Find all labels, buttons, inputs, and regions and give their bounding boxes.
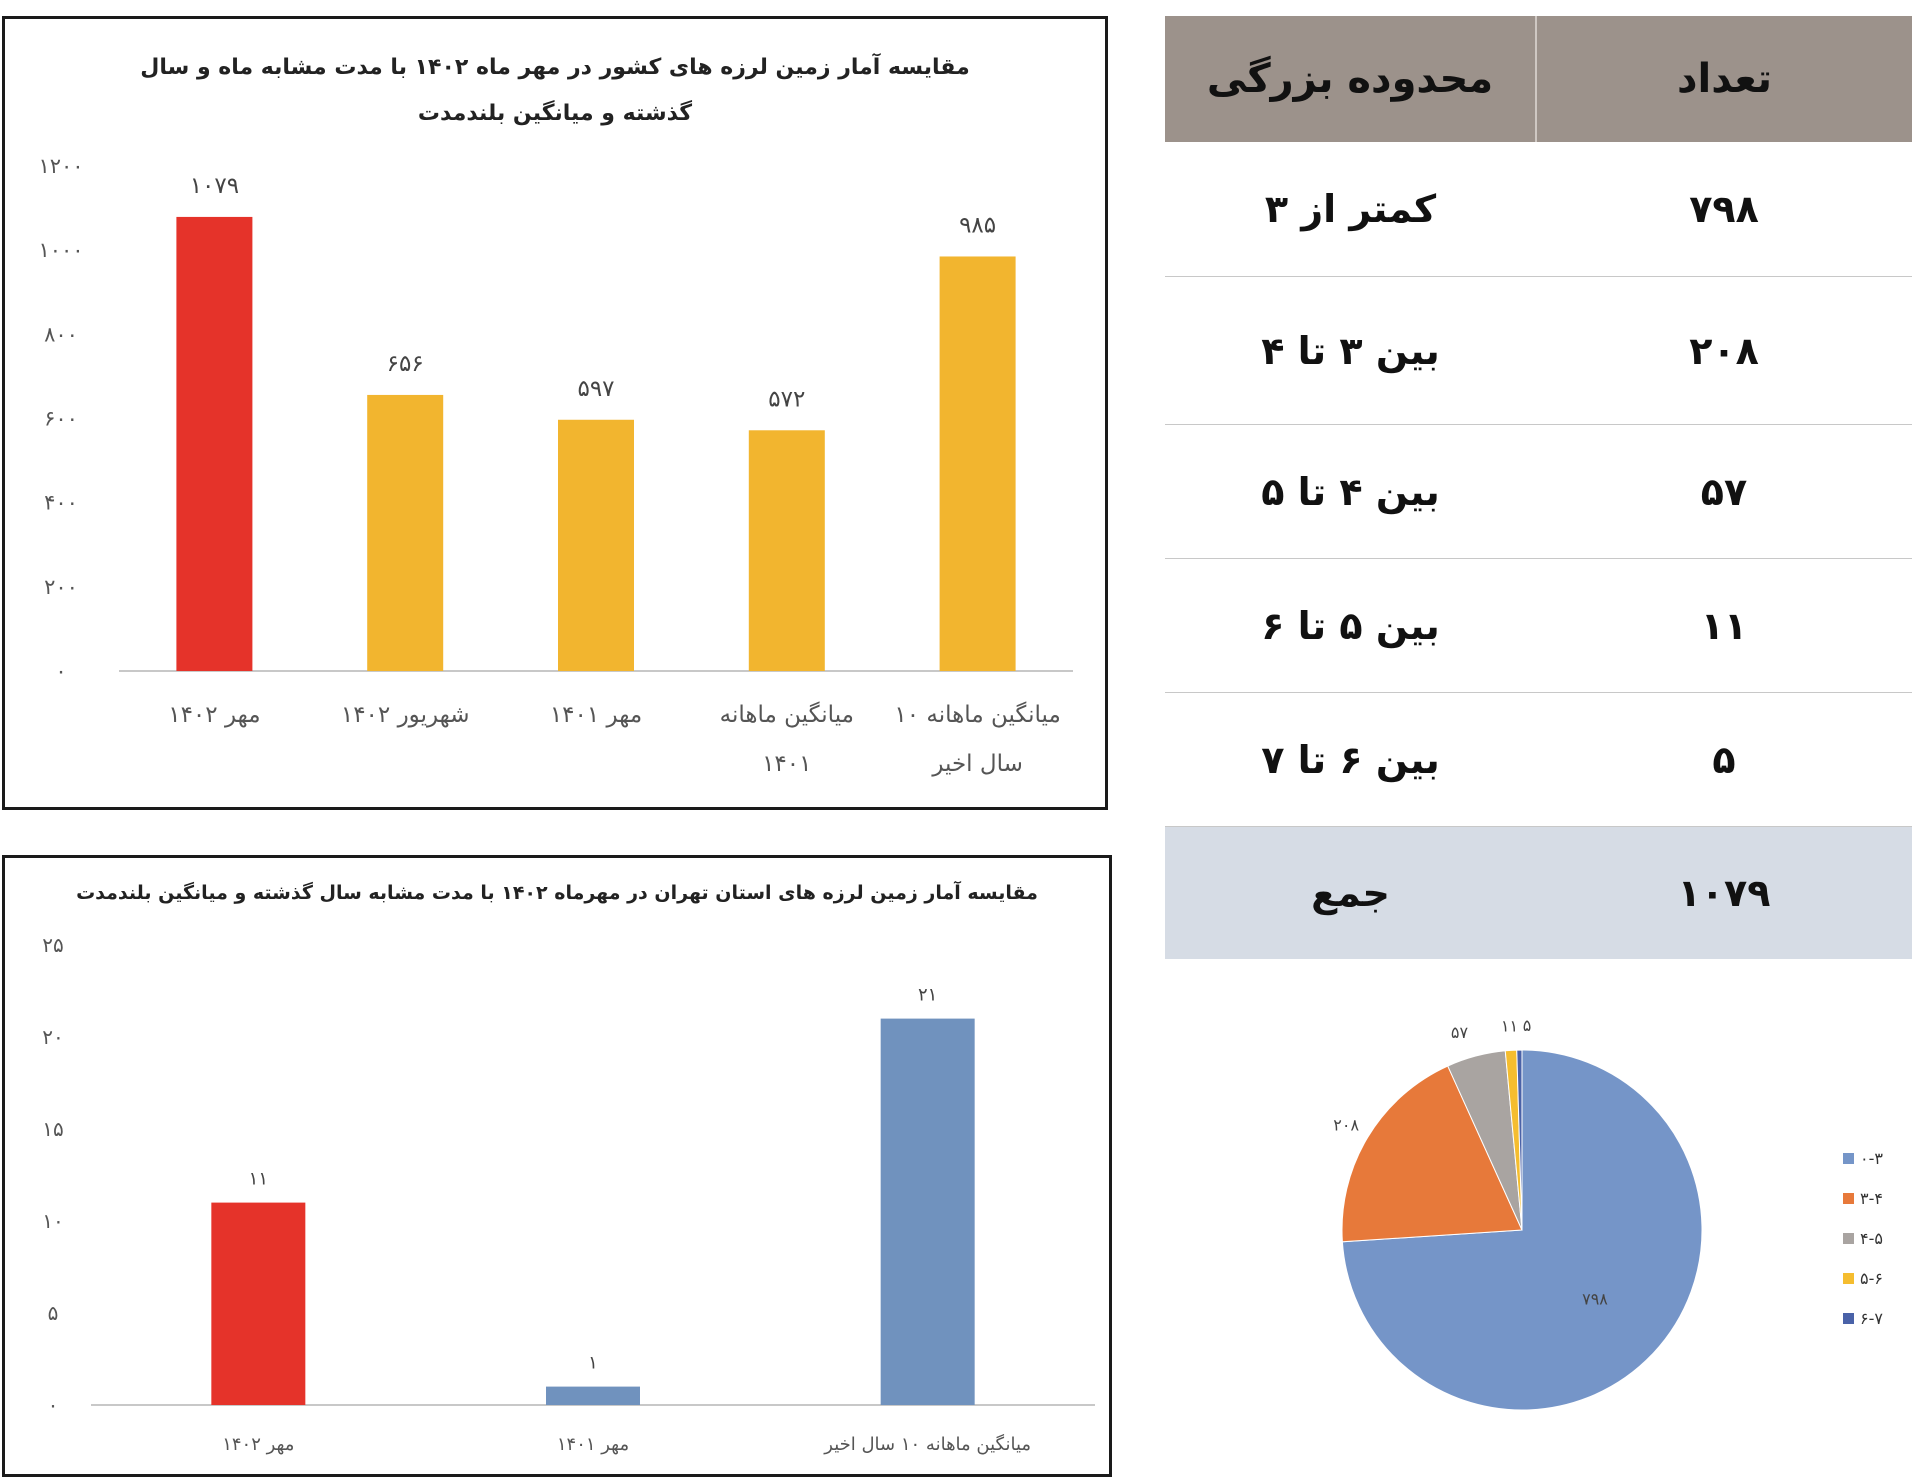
slice-label: ۵ [1523, 1016, 1532, 1035]
data-label: ۱۰۷۹ [190, 173, 239, 199]
slice-label: ۲۰۸ [1333, 1116, 1359, 1135]
table-row: ۵ بین ۶ تا ۷ [1165, 692, 1912, 827]
legend-label: ۵-۶ [1860, 1268, 1883, 1288]
y-tick-label: ۴۰۰ [44, 491, 78, 515]
table-total-row: ۱۰۷۹ جمع [1165, 826, 1912, 959]
total-count-cell: ۱۰۷۹ [1536, 826, 1912, 959]
table-row: ۷۹۸ کمتر از ۳ [1165, 142, 1912, 277]
x-tick-label: مهر ۱۴۰۱ [550, 702, 642, 728]
y-tick-label: ۱۰۰۰ [38, 238, 83, 262]
legend-swatch [1843, 1312, 1854, 1324]
y-tick-label: ۱۵ [42, 1117, 63, 1141]
y-tick-label: ۲۵ [42, 933, 63, 957]
bar [211, 1202, 306, 1405]
legend-label: ۶-۷ [1860, 1308, 1883, 1328]
data-label: ۹۸۵ [959, 212, 996, 238]
legend-item: ۵-۶ [1843, 1258, 1883, 1298]
y-tick-label: ۰ [55, 659, 66, 683]
bar-chart-svg: ۰ ۲۰۰ ۴۰۰ ۶۰۰ ۸۰۰ ۱۰۰۰ ۱۲۰۰ ۱۰۷۹ مهر ۱۴۰۲ ۶۵۶ شهری… [38, 154, 1073, 777]
pie-legend: ۰-۳ ۳-۴ ۴-۵ ۵-۶ ۶-۷ [1843, 1138, 1883, 1338]
count-cell: ۵۷ [1536, 424, 1912, 559]
header-count: تعداد [1536, 16, 1912, 142]
y-tick-label: ۲۰۰ [44, 575, 78, 599]
count-cell: ۱۱ [1536, 558, 1912, 693]
bar [880, 1018, 975, 1405]
legend-item: ۴-۵ [1843, 1218, 1883, 1258]
x-tick-label: شهریور ۱۴۰۲ [341, 702, 470, 728]
x-tick-label: میانگین ماهانه [720, 701, 854, 728]
legend-label: ۳-۴ [1860, 1188, 1883, 1208]
slice-label: ۵۷ [1451, 1023, 1469, 1042]
data-label: ۱۱ [249, 1169, 268, 1190]
bar [558, 419, 634, 671]
data-label: ۵۹۷ [577, 376, 614, 402]
x-tick-label: میانگین ماهانه ۱۰ [894, 701, 1060, 728]
bar [939, 256, 1016, 671]
x-tick-label: سال اخیر [931, 751, 1023, 777]
header-range: محدوده بزرگی [1165, 16, 1537, 142]
count-cell: ۵ [1536, 692, 1912, 827]
national-earthquakes-chart: مقایسه آمار زمین لرزه های کشور در مهر ما… [2, 16, 1108, 810]
y-tick-label: ۱۰ [42, 1209, 63, 1233]
table-row: ۵۷ بین ۴ تا ۵ [1165, 424, 1912, 559]
data-label: ۶۵۶ [387, 351, 424, 377]
bar [546, 1386, 640, 1405]
bar [748, 430, 825, 671]
legend-item: ۰-۳ [1843, 1138, 1883, 1178]
count-cell: ۷۹۸ [1536, 142, 1912, 277]
table-row: ۲۰۸ بین ۳ تا ۴ [1165, 276, 1912, 425]
data-label: ۲۱ [918, 985, 937, 1006]
legend-swatch [1843, 1232, 1854, 1244]
legend-swatch [1843, 1192, 1854, 1204]
x-tick-label: مهر ۱۴۰۲ [168, 702, 260, 728]
legend-label: ۰-۳ [1860, 1148, 1883, 1168]
x-tick-label: مهر ۱۴۰۱ [557, 1434, 629, 1455]
pie-slice [1341, 1065, 1523, 1243]
y-tick-label: ۸۰۰ [44, 322, 78, 346]
slice-label: ۷۹۸ [1582, 1289, 1608, 1308]
y-tick-label: ۶۰۰ [44, 407, 78, 431]
table-header-row: تعداد محدوده بزرگی [1165, 16, 1912, 142]
magnitude-pie-chart: ۷۹۸ ۲۰۸ ۵۷ ۱۱ ۵ [1300, 1000, 1920, 1440]
x-tick-label: ۱۴۰۱ [762, 751, 811, 777]
legend-label: ۴-۵ [1860, 1228, 1883, 1248]
range-cell: بین ۶ تا ۷ [1165, 692, 1536, 827]
pie-chart-svg: ۷۹۸ ۲۰۸ ۵۷ ۱۱ ۵ [1333, 1016, 1703, 1411]
data-label: ۵۷۲ [768, 386, 805, 412]
tehran-earthquakes-chart: مقایسه آمار زمین لرزه های استان تهران در… [2, 855, 1112, 1477]
table-row: ۱۱ بین ۵ تا ۶ [1165, 558, 1912, 693]
chart-title: مقایسه آمار زمین لرزه های استان تهران در… [76, 882, 1038, 904]
slice-label: ۱۱ [1501, 1016, 1518, 1035]
count-cell: ۲۰۸ [1536, 276, 1912, 425]
legend-swatch [1843, 1272, 1854, 1284]
bar [176, 216, 253, 671]
x-tick-label: میانگین ماهانه ۱۰ سال اخیر [823, 1433, 1031, 1455]
total-label-cell: جمع [1165, 826, 1536, 959]
chart-title: مقایسه آمار زمین لرزه های کشور در مهر ما… [140, 55, 970, 126]
legend-item: ۶-۷ [1843, 1298, 1883, 1338]
range-cell: کمتر از ۳ [1165, 142, 1536, 277]
legend-swatch [1843, 1152, 1854, 1164]
y-tick-label: ۲۰ [42, 1025, 63, 1049]
data-label: ۱ [588, 1353, 598, 1374]
y-tick-label: ۰ [48, 1393, 59, 1417]
range-cell: بین ۵ تا ۶ [1165, 558, 1536, 693]
range-cell: بین ۴ تا ۵ [1165, 424, 1536, 559]
bar-chart-svg: ۰ ۵ ۱۰ ۱۵ ۲۰ ۲۵ ۱۱ مهر ۱۴۰۲ ۱ مهر ۱۴۰۱ ۲۱ میانگین م… [42, 933, 1095, 1455]
y-tick-label: ۱۲۰۰ [38, 154, 83, 178]
pie-slice [1516, 1049, 1523, 1231]
magnitude-table: تعداد محدوده بزرگی ۷۹۸ کمتر از ۳ ۲۰۸ بین… [1165, 16, 1912, 959]
x-tick-label: مهر ۱۴۰۲ [222, 1434, 294, 1455]
range-cell: بین ۳ تا ۴ [1165, 276, 1536, 425]
y-tick-label: ۵ [48, 1301, 59, 1325]
bar [367, 394, 444, 671]
legend-item: ۳-۴ [1843, 1178, 1883, 1218]
